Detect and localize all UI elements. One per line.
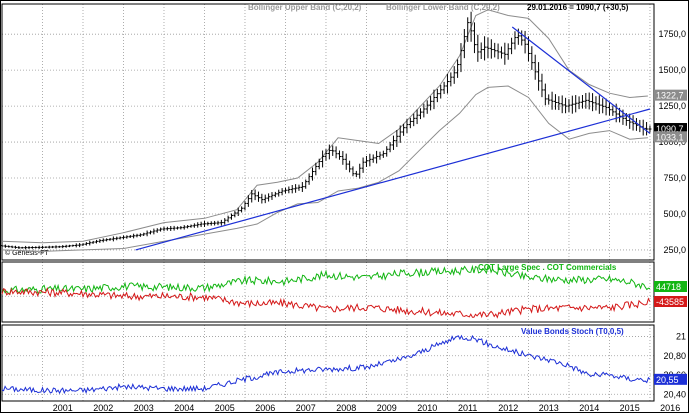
x-tick-label: 2008 bbox=[336, 403, 356, 413]
stoch-value-box bbox=[654, 373, 687, 385]
cot-value-box bbox=[654, 296, 687, 307]
x-tick-label: 2007 bbox=[296, 403, 316, 413]
upper-band-line bbox=[1, 9, 648, 244]
x-tick-label: 2014 bbox=[579, 403, 599, 413]
stoch-title: Value Bonds Stoch (T0,0,5) bbox=[521, 327, 624, 336]
x-tick-label: 2010 bbox=[417, 403, 437, 413]
price-tick-label: 500,0 bbox=[663, 209, 686, 219]
cot-value-label: -43585 bbox=[656, 297, 684, 307]
labels-layer: 2001 2002 2003 2004 2005 2006 2007 2008 2009 2010… bbox=[53, 29, 687, 413]
price-value-box bbox=[654, 123, 687, 135]
price-tick-label: 1750,0 bbox=[658, 29, 686, 39]
price-tick-label: 750,0 bbox=[663, 173, 686, 183]
x-tick-label: 2011 bbox=[458, 403, 477, 413]
x-tick-label: 2013 bbox=[539, 403, 559, 413]
price-value-label: 1322,7 bbox=[656, 91, 684, 101]
price-tick-label: 250,0 bbox=[663, 245, 686, 255]
cot-title: COT Large Spec . COT Commercials bbox=[478, 263, 617, 272]
pane-border-1 bbox=[1, 3, 655, 261]
pane-border-3 bbox=[1, 324, 655, 402]
watermark-label: © Genesis-FT bbox=[5, 249, 49, 257]
x-tick-label: 2012 bbox=[498, 403, 518, 413]
x-tick-label: 2016 bbox=[660, 403, 680, 413]
cot-value-label: 44718 bbox=[656, 282, 681, 292]
x-tick-label: 2006 bbox=[255, 403, 275, 413]
price-value-label: 1033,1 bbox=[656, 132, 684, 142]
cot-value-box bbox=[654, 281, 687, 292]
stoch-value-label: 20,55 bbox=[656, 375, 679, 385]
x-tick-label: 2002 bbox=[93, 403, 113, 413]
value-bonds-stoch-line bbox=[1, 334, 651, 395]
price-value-box bbox=[654, 131, 687, 143]
stoch-tick-label: 21 bbox=[676, 332, 686, 342]
x-tick-label: 2005 bbox=[215, 403, 235, 413]
resistance-trendline bbox=[511, 26, 651, 134]
x-tick-label: 2001 bbox=[53, 403, 73, 413]
price-tick-label: 1250,0 bbox=[658, 101, 686, 111]
x-tick-label: 2009 bbox=[377, 403, 397, 413]
upper-band-label: Bollinger Upper Band (C,20,2) bbox=[248, 3, 362, 12]
x-tick-label: 2003 bbox=[134, 403, 154, 413]
lower-band-label: Bollinger Lower Band (C,20,2) bbox=[386, 3, 500, 12]
stoch-tick-label: 20,80 bbox=[663, 351, 686, 361]
marks-layer bbox=[0, 9, 652, 395]
price-tick-label: 1500,0 bbox=[658, 65, 686, 75]
support-trendline bbox=[135, 108, 651, 251]
x-tick-label: 2015 bbox=[620, 403, 640, 413]
grid-layer bbox=[2, 4, 654, 401]
price-value-label: 1090,7 bbox=[656, 124, 684, 134]
cot-large-spec-line bbox=[1, 264, 651, 295]
last-quote-label: 29.01.2016 = 1090,7 (+30,5) bbox=[527, 3, 629, 12]
x-tick-label: 2004 bbox=[174, 403, 194, 413]
price-value-box bbox=[654, 89, 687, 101]
stoch-tick-label: 20,40 bbox=[663, 389, 686, 399]
lower-band-line bbox=[1, 85, 648, 252]
cot-commercials-line bbox=[1, 286, 651, 319]
